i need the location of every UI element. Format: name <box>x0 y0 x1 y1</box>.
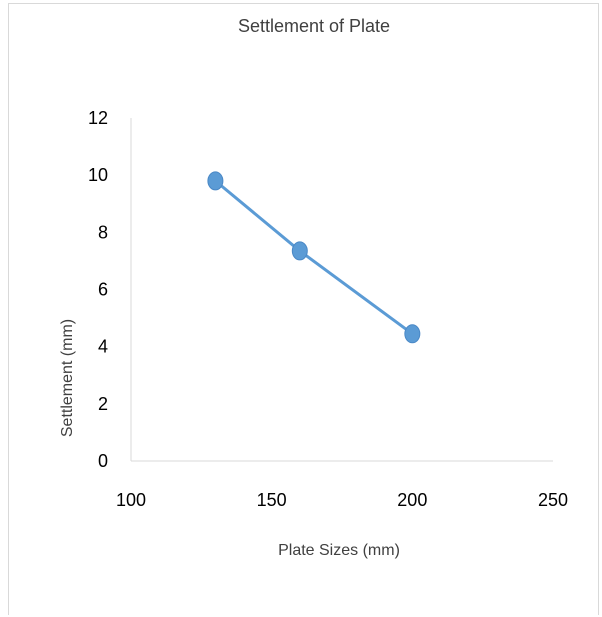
data-point <box>405 325 420 343</box>
x-tick-label: 200 <box>397 490 427 510</box>
series-group <box>208 172 420 343</box>
data-point <box>208 172 223 190</box>
y-tick-label: 8 <box>98 222 108 242</box>
y-tick-labels: 0 2 4 6 8 10 12 <box>88 108 108 471</box>
data-point <box>292 242 307 260</box>
series-line <box>215 181 412 334</box>
y-tick-label: 4 <box>98 337 108 357</box>
axes <box>131 118 553 461</box>
x-tick-label: 250 <box>538 490 568 510</box>
x-tick-label: 150 <box>257 490 287 510</box>
x-tick-label: 100 <box>116 490 146 510</box>
chart-title: Settlement of Plate <box>238 16 390 36</box>
x-axis-label: Plate Sizes (mm) <box>278 542 400 559</box>
y-tick-label: 2 <box>98 394 108 414</box>
x-tick-labels: 100 150 200 250 <box>116 490 568 510</box>
y-tick-label: 6 <box>98 280 108 300</box>
y-tick-label: 0 <box>98 451 108 471</box>
y-axis-label: Settlement (mm) <box>59 319 76 437</box>
y-tick-label: 12 <box>88 108 108 128</box>
y-tick-label: 10 <box>88 165 108 185</box>
